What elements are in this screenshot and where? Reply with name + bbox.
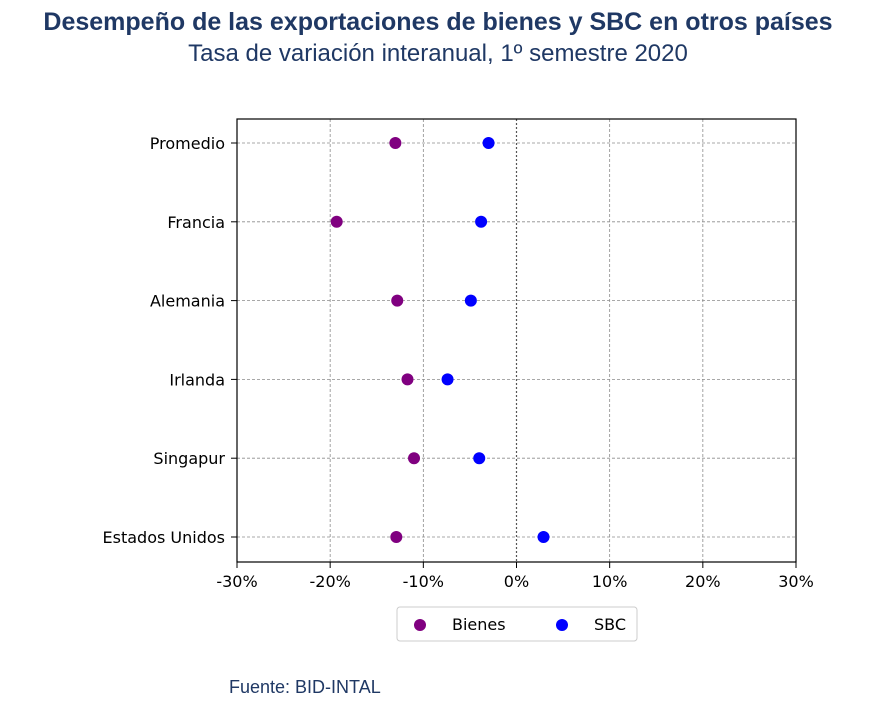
- legend-label-sbc: SBC: [594, 615, 626, 634]
- source-note: Fuente: BID-INTAL: [229, 677, 381, 697]
- y-tick-label-1: Francia: [167, 213, 225, 232]
- point-sbc-estados-unidos: [537, 531, 550, 543]
- x-tick-label-5: 20%: [685, 572, 721, 591]
- legend: Bienes SBC: [396, 606, 638, 642]
- x-axis-ticks: -30% -20% -10% 0% 10% 20% 30%: [216, 562, 814, 591]
- point-bienes-estados-unidos: [390, 531, 403, 543]
- point-bienes-promedio: [389, 137, 402, 149]
- y-tick-label-4: Singapur: [153, 449, 225, 468]
- point-sbc-singapur: [473, 452, 486, 465]
- x-tick-label-3: 0%: [504, 572, 529, 591]
- y-tick-label-2: Alemania: [150, 292, 225, 311]
- x-tick-label-4: 10%: [592, 572, 628, 591]
- legend-box: [396, 606, 638, 642]
- y-axis-ticks: Promedio Francia Alemania Irlanda Singapur Es…: [103, 134, 237, 547]
- point-bienes-singapur: [408, 452, 421, 465]
- point-bienes-irlanda: [401, 373, 414, 386]
- point-sbc-francia: [475, 215, 488, 228]
- y-tick-label-5: Estados Unidos: [103, 528, 225, 547]
- legend-marker-sbc: [556, 619, 568, 631]
- x-tick-label-0: -30%: [216, 572, 257, 591]
- legend-label-bienes: Bienes: [452, 615, 506, 634]
- y-tick-label-0: Promedio: [150, 134, 225, 153]
- point-sbc-alemania: [464, 294, 477, 307]
- chart-subtitle: Tasa de variación interanual, 1º semestr…: [188, 40, 688, 67]
- point-sbc-promedio: [482, 137, 495, 149]
- chart-title: Desempeño de las exportaciones de bienes…: [43, 8, 833, 36]
- data-points: [330, 137, 550, 543]
- point-bienes-francia: [330, 215, 343, 228]
- y-tick-label-3: Irlanda: [169, 370, 225, 389]
- x-tick-label-6: 30%: [778, 572, 814, 591]
- point-sbc-irlanda: [441, 373, 454, 386]
- x-tick-label-2: -10%: [403, 572, 444, 591]
- point-bienes-alemania: [391, 294, 404, 307]
- x-tick-label-1: -20%: [309, 572, 350, 591]
- legend-marker-bienes: [414, 619, 426, 631]
